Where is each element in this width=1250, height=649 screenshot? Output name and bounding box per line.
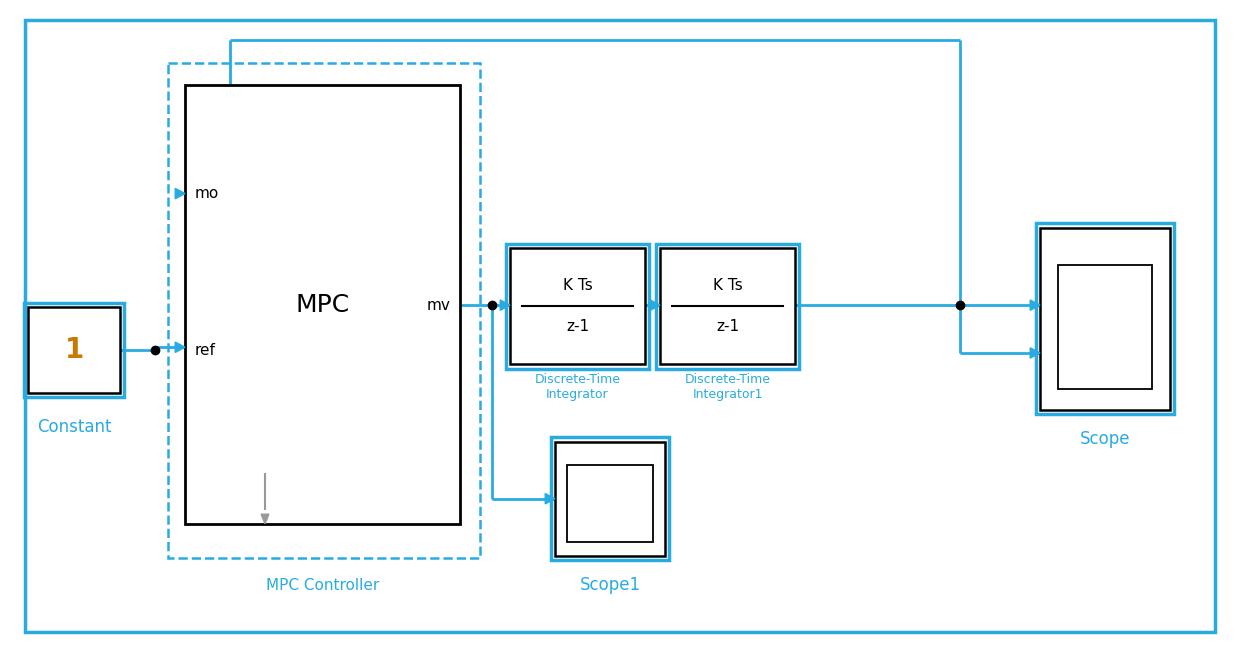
Text: 1: 1 [65,336,84,364]
Bar [551,437,669,560]
Text: K Ts: K Ts [562,278,592,293]
Polygon shape [175,342,185,352]
Bar [28,308,120,393]
Bar [1036,223,1174,415]
Bar [568,465,652,542]
Bar [510,248,645,364]
Bar [656,243,799,369]
Bar [1058,265,1152,389]
Polygon shape [650,300,660,310]
Bar [24,303,124,397]
Polygon shape [500,300,510,310]
Bar [555,442,665,556]
Text: Constant: Constant [36,418,111,436]
Polygon shape [175,188,185,199]
Bar [660,248,795,364]
Text: z-1: z-1 [716,319,739,334]
Text: MPC: MPC [295,293,350,317]
Text: Scope: Scope [1080,430,1130,448]
Text: z-1: z-1 [566,319,589,334]
Text: mo: mo [195,186,219,201]
Polygon shape [1030,300,1040,310]
Text: Scope1: Scope1 [580,576,640,594]
Text: MPC Controller: MPC Controller [266,578,379,593]
Polygon shape [545,493,555,504]
Text: mv: mv [426,298,450,313]
Polygon shape [261,514,269,524]
Bar [1040,228,1170,410]
Bar [168,62,480,558]
Text: Discrete-Time
Integrator: Discrete-Time Integrator [535,373,620,402]
Bar [506,243,649,369]
Polygon shape [1030,348,1040,358]
Bar [185,86,460,524]
Text: ref: ref [195,343,216,358]
Text: K Ts: K Ts [712,278,742,293]
Text: Discrete-Time
Integrator1: Discrete-Time Integrator1 [685,373,770,402]
